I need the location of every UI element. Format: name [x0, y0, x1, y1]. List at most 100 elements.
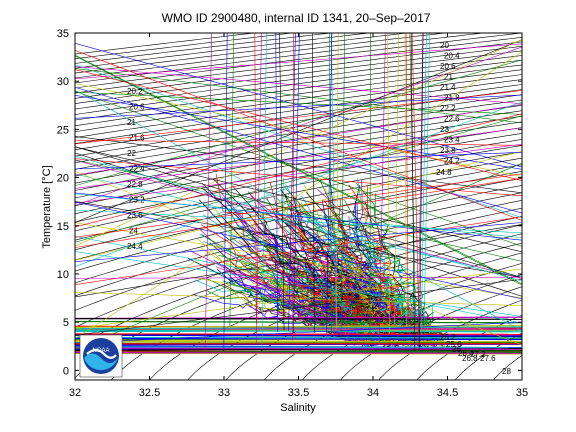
ts-profile-line — [75, 222, 522, 262]
ts-profile-line — [204, 33, 213, 350]
density-isopleth — [75, 33, 448, 79]
isopleth-label: 20.4 — [444, 52, 460, 61]
x-tick-label: 32.5 — [139, 387, 160, 399]
isopleth-label: 23.8 — [440, 146, 456, 155]
ts-profile-line — [75, 127, 522, 189]
ts-profile-line — [329, 33, 333, 336]
ts-profile-line — [75, 268, 522, 329]
ts-profile-line — [75, 91, 522, 115]
density-isopleth — [75, 69, 522, 132]
density-isopleth — [492, 355, 522, 380]
ts-profile-line — [75, 146, 522, 278]
isopleth-label: 24.4 — [127, 242, 143, 251]
isopleth-label: 21 — [127, 118, 136, 127]
ts-profile-line — [387, 33, 391, 335]
chart-title: WMO ID 2900480, internal ID 1341, 20–Sep… — [162, 11, 431, 25]
x-axis-label: Salinity — [280, 402, 316, 414]
noaa-logo: NOAA — [79, 334, 123, 378]
density-isopleth — [75, 33, 295, 59]
ts-profile-line — [326, 33, 333, 335]
isopleth-label: 27.6 — [480, 354, 496, 363]
ts-profile-line — [75, 83, 522, 177]
ts-profile-line — [232, 185, 396, 346]
x-tick-label: 33.5 — [288, 387, 309, 399]
ts-profile-line — [75, 347, 522, 350]
ts-profile-line — [75, 201, 522, 300]
ts-profile-line — [75, 46, 522, 206]
ts-profile-line — [297, 209, 423, 348]
ts-profile-line — [75, 337, 522, 341]
ts-profile-line — [75, 104, 522, 176]
ts-profile-line — [279, 33, 285, 331]
x-axis: 32 32.5 33 33.5 34 34.5 35 — [69, 33, 528, 399]
ts-profile-line — [223, 33, 228, 351]
ts-profile-line — [75, 39, 522, 247]
density-isopleth — [75, 94, 522, 163]
y-tick-label: 20 — [57, 173, 69, 185]
isopleth-label: 20.2 — [127, 87, 143, 96]
density-isopleth — [75, 200, 522, 328]
ts-profiles — [75, 33, 522, 355]
ts-profile-line — [75, 351, 522, 354]
ts-profile-line — [261, 33, 267, 349]
isopleth-label: 26.4 — [458, 349, 474, 358]
density-isopleth — [75, 79, 522, 144]
ts-profile-line — [275, 33, 278, 332]
ts-profile-line — [293, 33, 300, 333]
isopleth-label: 24 — [129, 227, 138, 236]
isopleth-label: 20.6 — [440, 62, 456, 71]
isopleth-label: 21.6 — [129, 134, 145, 143]
ts-profile-line — [75, 155, 522, 282]
ts-profile-line — [75, 193, 522, 239]
isopleth-label: 21.8 — [444, 94, 460, 103]
density-isopleth — [75, 207, 522, 349]
density-isopleth — [75, 64, 522, 127]
ts-profile-line — [75, 50, 522, 221]
ts-profile-line — [254, 33, 257, 324]
ts-profile-line — [75, 54, 522, 285]
isopleth-label: 22.6 — [444, 115, 460, 124]
isopleth-label: 23.2 — [129, 196, 145, 205]
density-isopleth — [75, 84, 522, 151]
ts-profile-line — [311, 33, 315, 333]
isopleth-label: 22.2 — [440, 104, 456, 113]
ts-profile-line — [410, 33, 415, 350]
ts-profile-line — [75, 43, 522, 168]
ts-profile-line — [75, 251, 522, 317]
density-isopleth — [75, 127, 522, 207]
density-isopleth — [75, 33, 257, 55]
ts-profile-line — [75, 68, 522, 124]
density-isopleth — [75, 74, 522, 138]
ts-profile-line — [75, 94, 522, 119]
x-tick-label: 34 — [367, 387, 379, 399]
isopleth-label: 26 — [452, 345, 461, 354]
ts-profile-line — [405, 33, 409, 326]
density-isopleth — [75, 110, 522, 184]
density-isopleth — [75, 185, 522, 297]
svg-text:NOAA: NOAA — [92, 348, 109, 354]
density-isopleth — [75, 33, 372, 69]
ts-profile-line — [330, 33, 337, 325]
y-tick-label: 10 — [57, 269, 69, 281]
x-tick-label: 35 — [516, 387, 528, 399]
ts-profile-line — [75, 276, 522, 279]
ts-profile-line — [420, 33, 427, 335]
ts-profile-line — [75, 171, 522, 346]
isopleth-label: 27.2 — [470, 350, 486, 359]
ts-profile-line — [75, 279, 522, 336]
ts-profile-line — [365, 202, 442, 343]
ts-profile-line — [229, 33, 234, 327]
x-tick-label: 32 — [69, 387, 81, 399]
ts-profile-line — [75, 113, 522, 228]
isopleth-label: 22.8 — [127, 180, 143, 189]
y-tick-label: 35 — [57, 28, 69, 40]
density-isopleth — [75, 33, 522, 89]
isopleth-label: 28 — [502, 367, 511, 376]
ts-profile-line — [419, 33, 424, 349]
ts-profile-line — [75, 224, 522, 298]
ts-profile-line — [75, 91, 522, 247]
ts-profile-line — [75, 39, 522, 223]
ts-profile-line — [308, 260, 402, 344]
y-axis-label: Temperature [°C] — [41, 165, 53, 248]
